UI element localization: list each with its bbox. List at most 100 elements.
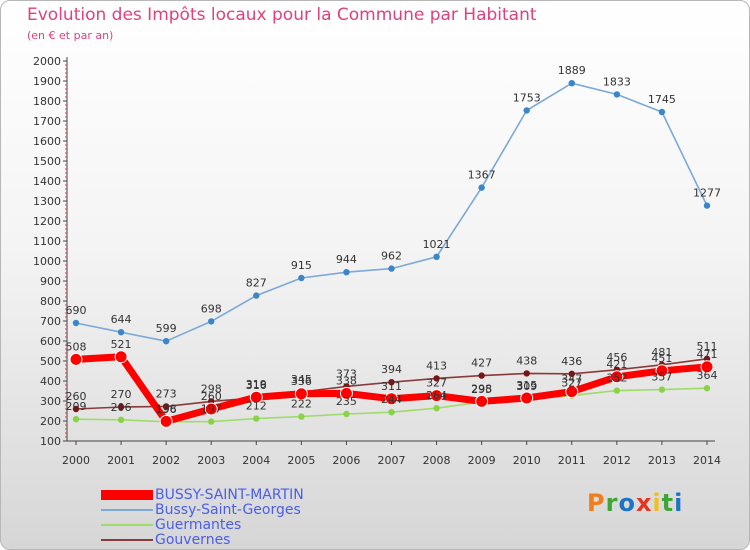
data-label: 508 bbox=[66, 340, 87, 353]
data-point bbox=[204, 402, 218, 416]
x-tick-label: 2005 bbox=[287, 454, 315, 467]
chart-subtitle: (en € et par an) bbox=[27, 29, 114, 42]
data-label: 827 bbox=[246, 277, 267, 290]
data-label: 471 bbox=[697, 348, 718, 361]
data-label: 1753 bbox=[513, 91, 541, 104]
x-tick-label: 2012 bbox=[603, 454, 631, 467]
y-tick-label: 300 bbox=[40, 395, 61, 408]
data-point bbox=[159, 414, 173, 428]
data-point bbox=[343, 410, 350, 418]
legend-item: Gouvernes bbox=[101, 532, 230, 548]
legend-label: Bussy-Saint-Georges bbox=[155, 502, 301, 518]
y-tick-label: 1100 bbox=[33, 235, 61, 248]
data-point bbox=[613, 387, 621, 394]
x-tick-label: 2006 bbox=[332, 454, 360, 467]
data-point bbox=[703, 202, 711, 209]
logo-letter: i bbox=[652, 489, 662, 517]
data-label: 1889 bbox=[558, 64, 586, 77]
data-point bbox=[294, 387, 308, 401]
data-label: 197 bbox=[201, 403, 222, 416]
data-point bbox=[253, 292, 260, 299]
data-point bbox=[388, 265, 395, 272]
data-label: 212 bbox=[246, 400, 267, 413]
data-point bbox=[208, 318, 215, 325]
y-tick-label: 1300 bbox=[33, 195, 61, 208]
data-point bbox=[343, 269, 350, 276]
data-point bbox=[568, 80, 575, 87]
data-point bbox=[478, 372, 485, 379]
data-label: 345 bbox=[291, 373, 312, 386]
data-label: 1021 bbox=[423, 238, 451, 251]
data-label: 644 bbox=[111, 313, 132, 326]
data-label: 309 bbox=[516, 380, 537, 393]
data-label: 364 bbox=[697, 369, 718, 382]
data-label: 915 bbox=[291, 259, 312, 272]
data-point bbox=[114, 350, 128, 364]
data-point bbox=[339, 386, 353, 400]
y-tick-label: 1600 bbox=[33, 135, 61, 148]
y-tick-label: 1500 bbox=[33, 155, 61, 168]
y-tick-label: 2000 bbox=[33, 55, 61, 68]
legend-swatch bbox=[101, 509, 153, 511]
series-line-bussy-saint-georges bbox=[75, 82, 708, 343]
data-point bbox=[72, 416, 80, 423]
y-tick-label: 1000 bbox=[33, 255, 61, 268]
data-label: 260 bbox=[66, 390, 87, 403]
data-point bbox=[523, 107, 530, 114]
y-tick-label: 800 bbox=[40, 295, 61, 308]
legend-item: Bussy-Saint-Georges bbox=[101, 502, 301, 518]
y-tick-label: 1900 bbox=[33, 75, 61, 88]
legend-label: BUSSY-SAINT-MARTIN bbox=[155, 487, 304, 503]
data-label: 273 bbox=[156, 387, 177, 400]
data-label: 316 bbox=[246, 379, 267, 392]
data-label: 690 bbox=[66, 304, 87, 317]
data-point bbox=[523, 370, 530, 377]
x-tick-label: 2010 bbox=[513, 454, 541, 467]
legend-label: Guermantes bbox=[155, 517, 242, 533]
data-point bbox=[475, 394, 489, 408]
logo-letter: o bbox=[618, 489, 636, 517]
data-point bbox=[117, 329, 125, 336]
data-point bbox=[385, 392, 398, 406]
data-label: 198 bbox=[156, 402, 177, 415]
data-label: 209 bbox=[66, 400, 87, 413]
data-label: 1367 bbox=[468, 169, 496, 182]
data-point bbox=[249, 390, 263, 404]
data-label: 436 bbox=[561, 355, 582, 368]
x-tick-label: 2001 bbox=[107, 454, 135, 467]
x-tick-label: 2014 bbox=[693, 454, 721, 467]
data-point bbox=[610, 370, 624, 384]
data-label: 196 bbox=[156, 403, 177, 416]
data-label: 421 bbox=[606, 358, 627, 371]
data-point bbox=[520, 391, 534, 405]
x-tick-label: 2011 bbox=[558, 454, 586, 467]
data-label: 352 bbox=[606, 372, 627, 385]
data-label: 427 bbox=[471, 357, 492, 370]
legend-label: Gouvernes bbox=[155, 532, 231, 548]
data-point bbox=[658, 108, 666, 116]
data-label: 270 bbox=[111, 388, 132, 401]
data-point bbox=[388, 409, 395, 416]
data-label: 511 bbox=[697, 340, 718, 353]
data-label: 222 bbox=[291, 398, 312, 411]
y-tick-label: 700 bbox=[40, 315, 61, 328]
data-label: 357 bbox=[651, 371, 672, 384]
data-label: 521 bbox=[111, 338, 132, 351]
data-point bbox=[72, 319, 80, 327]
legend-swatch bbox=[101, 539, 153, 541]
y-tick-label: 1800 bbox=[33, 95, 61, 108]
data-label: 944 bbox=[336, 253, 357, 266]
chart-title: Evolution des Impôts locaux pour la Comm… bbox=[27, 5, 537, 25]
logo-letter: x bbox=[635, 489, 653, 517]
y-tick-label: 500 bbox=[40, 355, 61, 368]
data-point bbox=[703, 355, 711, 362]
x-tick-label: 2002 bbox=[152, 454, 180, 467]
data-point bbox=[703, 385, 711, 392]
data-label: 327 bbox=[426, 377, 447, 390]
y-tick-label: 100 bbox=[40, 435, 61, 448]
data-label: 962 bbox=[381, 250, 402, 263]
x-tick-label: 2003 bbox=[197, 454, 225, 467]
legend-swatch bbox=[101, 524, 153, 526]
data-label: 298 bbox=[201, 382, 222, 395]
data-label: 206 bbox=[111, 401, 132, 414]
